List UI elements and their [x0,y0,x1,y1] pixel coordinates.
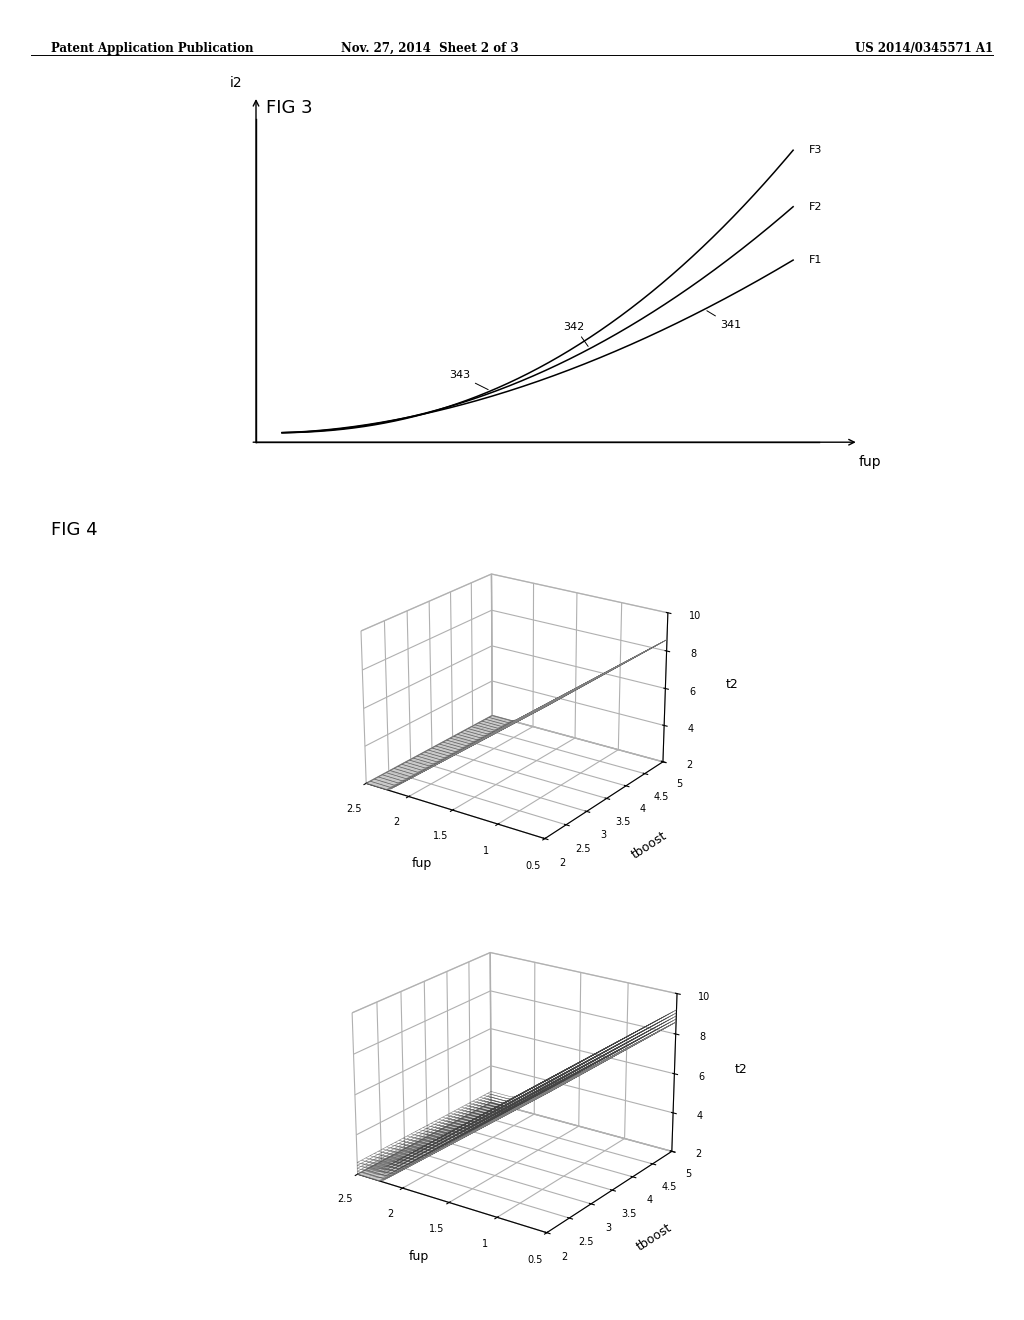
Text: US 2014/0345571 A1: US 2014/0345571 A1 [855,42,993,55]
Text: F3: F3 [809,145,822,156]
Text: Patent Application Publication: Patent Application Publication [51,42,254,55]
Text: 342: 342 [563,322,588,346]
Text: F2: F2 [809,202,822,211]
Text: Nov. 27, 2014  Sheet 2 of 3: Nov. 27, 2014 Sheet 2 of 3 [341,42,519,55]
Text: F1: F1 [809,255,822,265]
X-axis label: fup: fup [409,1250,429,1262]
Y-axis label: tboost: tboost [629,829,669,862]
Text: 343: 343 [449,371,488,389]
Text: i2: i2 [230,75,243,90]
Text: FIG 3: FIG 3 [266,99,313,117]
Text: 341: 341 [707,310,741,330]
Text: fup: fup [858,455,882,469]
Text: FIG 4: FIG 4 [51,521,98,540]
X-axis label: fup: fup [412,857,432,870]
Y-axis label: tboost: tboost [635,1221,675,1253]
